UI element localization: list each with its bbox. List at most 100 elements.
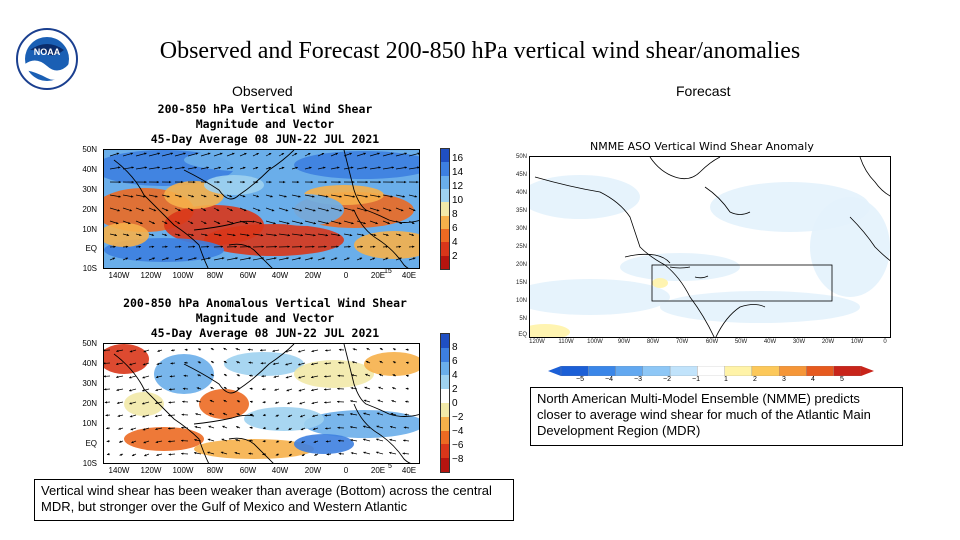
wind-vector-arrowhead — [399, 221, 403, 224]
wind-vector-arrowhead — [138, 257, 142, 260]
wind-vector-arrowhead — [205, 180, 208, 184]
wind-vector-arrowhead — [182, 400, 185, 403]
observed-top-lat-labels: 50N 40N 30N 20N 10N EQ 10S — [71, 145, 97, 273]
wind-vector-arrowhead — [313, 440, 317, 443]
wind-vector-arrowhead — [106, 427, 109, 430]
coastline — [534, 176, 715, 337]
observed-summary-textbox: Vertical wind shear has been weaker than… — [34, 479, 514, 521]
wind-vector-arrowhead — [336, 245, 339, 248]
wind-vector-arrowhead — [229, 194, 233, 198]
observed-bottom-title-line: Magnitude and Vector — [195, 311, 335, 325]
shading-region — [652, 278, 668, 288]
colorbar-swatch — [588, 366, 616, 376]
wind-vector-arrowhead — [296, 180, 300, 184]
wind-vector-arrowhead — [249, 426, 253, 429]
shading-region — [199, 389, 249, 419]
wind-vector-arrowhead — [324, 180, 328, 184]
wind-vector-arrowhead — [366, 348, 369, 351]
coastline — [113, 159, 209, 268]
wind-vector-arrowhead — [390, 195, 393, 198]
wind-vector-arrowhead — [130, 152, 133, 155]
lat-label: 50N — [82, 339, 97, 348]
noaa-logo-text: NOAA — [34, 47, 61, 57]
wind-vector-arrowhead — [129, 389, 132, 392]
wind-vector-arrowhead — [338, 222, 342, 225]
lat-label: 25N — [515, 244, 527, 250]
colorbar-swatch — [779, 366, 807, 376]
lat-label: 50N — [515, 154, 527, 160]
wind-vector-arrowhead — [262, 387, 265, 391]
wind-vector-arrowhead — [167, 195, 170, 198]
wind-vector-arrowhead — [392, 361, 396, 364]
wind-vector-arrowhead — [247, 233, 250, 237]
lat-label: 10S — [82, 459, 97, 468]
wind-vector-arrowhead — [229, 180, 233, 184]
lon-label: 50W — [734, 339, 748, 345]
wind-vector-arrowhead — [249, 387, 253, 390]
wind-vector-arrowhead — [352, 361, 355, 364]
wind-vector-arrowhead — [337, 413, 340, 416]
wind-vector-arrowhead — [313, 209, 316, 212]
observed-bottom-title-line: 45-Day Average 08 JUN-22 JUL 2021 — [150, 326, 380, 340]
wind-vector-arrowhead — [311, 349, 314, 353]
wind-vector-arrowhead — [274, 388, 277, 391]
wind-vector-arrowhead — [249, 400, 253, 403]
lon-label: 60W — [705, 339, 719, 345]
wind-vector-arrowhead — [376, 451, 379, 454]
wind-vector-arrowhead — [193, 180, 196, 184]
wind-vector-arrowhead — [194, 257, 197, 260]
observed-bottom-colorbar — [440, 333, 450, 473]
wind-vector-arrowhead — [325, 427, 328, 430]
wind-vector-arrowhead — [270, 195, 273, 198]
wind-vector-arrowhead — [286, 257, 289, 260]
wind-vector-arrowhead — [273, 222, 276, 225]
wind-vector-arrowhead — [117, 209, 120, 212]
forecast-heading: Forecast — [676, 83, 731, 99]
lat-label: 50N — [82, 145, 97, 154]
shading-region — [294, 360, 374, 388]
lat-label: 5N — [519, 316, 527, 322]
shading-region — [204, 175, 264, 195]
wind-vector-arrowhead — [352, 209, 355, 212]
observed-top-title-line: 45-Day Average 08 JUN-22 JUL 2021 — [150, 132, 380, 146]
wind-vector-arrowhead — [324, 401, 327, 404]
wind-vector-arrowhead — [286, 389, 289, 392]
anomaly-shear-map — [103, 343, 420, 464]
wind-vector-arrowhead — [312, 245, 315, 248]
colorbar-label: 5 — [840, 376, 844, 383]
wind-vector-arrowhead — [168, 180, 172, 184]
observed-shear-map — [103, 149, 420, 269]
colorbar-label: 16 — [452, 153, 464, 164]
wind-vector-arrowhead — [210, 361, 214, 364]
wind-vector-arrowhead — [144, 166, 147, 169]
observed-bottom-colorbar-labels: 8 6 4 2 0 −2 −4 −6 −8 — [452, 333, 482, 473]
wind-vector-arrowhead — [152, 257, 155, 260]
colorbar-label: −2 — [663, 376, 671, 383]
wind-vector-arrowhead — [256, 195, 259, 198]
wind-vector-arrowhead — [281, 153, 285, 156]
wind-vector-arrowhead — [412, 245, 415, 248]
wind-vector-arrowhead — [235, 439, 238, 442]
wind-vector-arrowhead — [378, 180, 381, 184]
shading-region — [364, 352, 419, 376]
colorbar-swatch — [441, 458, 449, 472]
wind-vector-arrowhead — [216, 194, 220, 198]
wind-vector-arrowhead — [208, 257, 211, 260]
colorbar-swatch — [697, 366, 725, 376]
wind-vector-arrowhead — [337, 166, 340, 169]
wind-vector-arrowhead — [359, 257, 363, 260]
wind-vector-arrowhead — [247, 348, 251, 351]
wind-vector-arrowhead — [168, 440, 171, 443]
wind-vector-arrowhead — [390, 412, 394, 416]
colorbar-swatch — [724, 366, 753, 376]
colorbar-swatch — [441, 444, 449, 459]
wind-vector-arrowhead — [191, 195, 194, 198]
wind-vector-arrowhead — [131, 440, 134, 444]
wind-vector-arrowhead — [391, 400, 394, 403]
wind-vector-arrowhead — [285, 376, 289, 379]
wind-vector-arrowhead — [203, 221, 207, 224]
wind-vector-arrowhead — [334, 257, 338, 260]
wind-vector-arrowhead — [129, 402, 132, 405]
lon-label: 110W — [558, 339, 574, 345]
shading-region — [530, 324, 570, 337]
